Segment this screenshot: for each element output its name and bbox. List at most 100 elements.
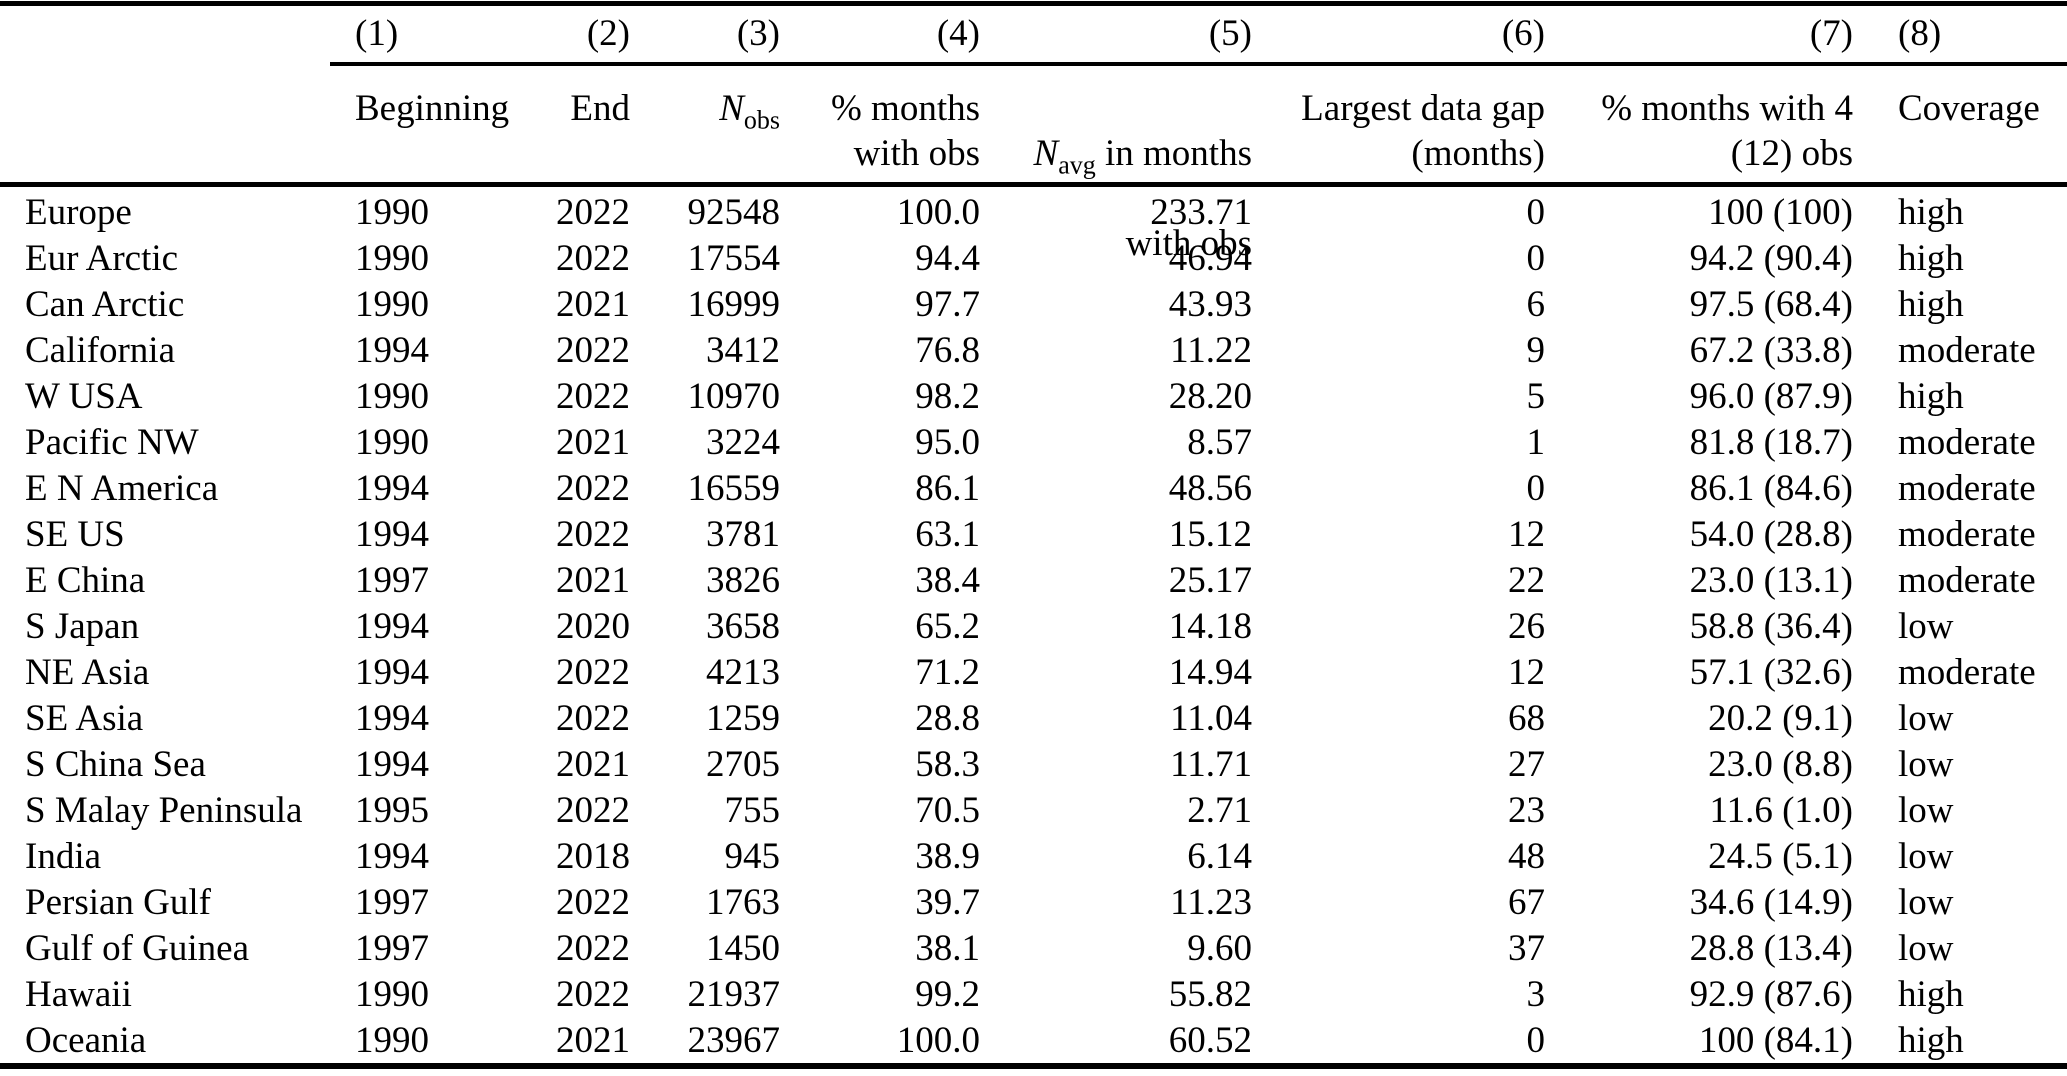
column-number-1: (1) bbox=[355, 13, 399, 54]
n-obs-cell: 3781 bbox=[706, 514, 780, 555]
table-row: S Malay Peninsula 1995 2022 755 70.5 2.7… bbox=[0, 788, 2067, 834]
n-obs-symbol: N bbox=[719, 88, 744, 129]
region-name-cell: S Japan bbox=[25, 606, 140, 647]
beginning-year-cell: 1990 bbox=[355, 1020, 429, 1061]
pct-months-4-cell: 54.0 (28.8) bbox=[1689, 514, 1853, 555]
n-avg-cell: 11.22 bbox=[1170, 330, 1252, 371]
end-year-cell: 2021 bbox=[556, 744, 630, 785]
column-number-row: (1) (2) (3) (4) (5) (6) (7) (8) bbox=[0, 6, 2067, 62]
largest-gap-cell: 12 bbox=[1508, 514, 1545, 555]
beginning-year-cell: 1994 bbox=[355, 606, 429, 647]
n-avg-cell: 43.93 bbox=[1168, 284, 1252, 325]
pct-months-cell: 38.9 bbox=[915, 836, 980, 877]
table-row: E China 1997 2021 3826 38.4 25.17 22 23.… bbox=[0, 558, 2067, 604]
region-name-cell: E N America bbox=[25, 468, 219, 509]
largest-gap-cell: 1 bbox=[1526, 422, 1546, 463]
table-row: E N America 1994 2022 16559 86.1 48.56 0… bbox=[0, 466, 2067, 512]
column-header-end: End bbox=[570, 88, 630, 129]
beginning-year-cell: 1997 bbox=[355, 928, 429, 969]
column-header-largest-gap: Largest data gap (months) bbox=[1301, 88, 1545, 174]
n-obs-cell: 3826 bbox=[706, 560, 780, 601]
beginning-year-cell: 1997 bbox=[355, 882, 429, 923]
pct-months-4-cell: 58.8 (36.4) bbox=[1689, 606, 1853, 647]
coverage-cell: moderate bbox=[1898, 422, 2036, 463]
region-name-cell: E China bbox=[25, 560, 146, 601]
table-row: Europe 1990 2022 92548 100.0 233.71 0 10… bbox=[0, 190, 2067, 236]
n-avg-cell: 46.94 bbox=[1168, 238, 1252, 279]
column-number-spacer bbox=[0, 6, 355, 62]
pct-months-4-cell: 100 (84.1) bbox=[1698, 1020, 1853, 1061]
n-obs-cell: 755 bbox=[724, 790, 781, 831]
column-header-row: Beginning End Nobs % months with obs Nav… bbox=[0, 66, 2067, 264]
coverage-cell: high bbox=[1898, 974, 1964, 1015]
end-year-cell: 2022 bbox=[556, 238, 630, 279]
largest-gap-cell: 5 bbox=[1526, 376, 1546, 417]
coverage-cell: moderate bbox=[1898, 330, 2036, 371]
n-avg-rest: in months bbox=[1095, 133, 1252, 174]
region-name-cell: Gulf of Guinea bbox=[25, 928, 249, 969]
n-obs-cell: 16559 bbox=[687, 468, 781, 509]
region-name-cell: Hawaii bbox=[25, 974, 132, 1015]
coverage-cell: moderate bbox=[1898, 560, 2036, 601]
pct-months-cell: 94.4 bbox=[915, 238, 980, 279]
column-number-7: (7) bbox=[1809, 13, 1853, 54]
region-name-cell: Eur Arctic bbox=[25, 238, 179, 279]
column-number-6: (6) bbox=[1501, 13, 1545, 54]
largest-gap-cell: 9 bbox=[1526, 330, 1546, 371]
end-year-cell: 2022 bbox=[556, 698, 630, 739]
coverage-cell: moderate bbox=[1898, 652, 2036, 693]
beginning-year-cell: 1994 bbox=[355, 514, 429, 555]
pct-months-cell: 76.8 bbox=[915, 330, 980, 371]
column-header-n-obs: Nobs bbox=[630, 86, 780, 311]
pct-months-4-cell: 92.9 (87.6) bbox=[1689, 974, 1853, 1015]
coverage-cell: high bbox=[1898, 284, 1964, 325]
beginning-year-cell: 1990 bbox=[355, 974, 429, 1015]
beginning-year-cell: 1997 bbox=[355, 560, 429, 601]
pct-months-cell: 28.8 bbox=[915, 698, 980, 739]
table-row: SE Asia 1994 2022 1259 28.8 11.04 68 20.… bbox=[0, 696, 2067, 742]
table-mid-rule bbox=[330, 62, 2067, 66]
largest-gap-cell: 6 bbox=[1526, 284, 1546, 325]
beginning-year-cell: 1990 bbox=[355, 284, 429, 325]
pct-months-cell: 95.0 bbox=[915, 422, 980, 463]
pct-months-4-cell: 11.6 (1.0) bbox=[1709, 790, 1853, 831]
n-avg-cell: 11.23 bbox=[1170, 882, 1252, 923]
pct-months-cell: 38.1 bbox=[915, 928, 980, 969]
column-number-5: (5) bbox=[1208, 13, 1252, 54]
end-year-cell: 2022 bbox=[556, 974, 630, 1015]
end-year-cell: 2020 bbox=[556, 606, 630, 647]
n-avg-subscript: avg bbox=[1058, 150, 1096, 180]
n-avg-cell: 2.71 bbox=[1187, 790, 1252, 831]
coverage-cell: high bbox=[1898, 376, 1964, 417]
n-avg-cell: 8.57 bbox=[1187, 422, 1252, 463]
n-avg-cell: 14.94 bbox=[1168, 652, 1252, 693]
largest-gap-cell: 0 bbox=[1526, 1020, 1546, 1061]
end-year-cell: 2022 bbox=[556, 468, 630, 509]
coverage-cell: high bbox=[1898, 192, 1964, 233]
region-name-cell: California bbox=[25, 330, 176, 371]
pct-months-4-cell: 28.8 (13.4) bbox=[1689, 928, 1853, 969]
largest-gap-cell: 3 bbox=[1526, 974, 1546, 1015]
beginning-year-cell: 1990 bbox=[355, 192, 429, 233]
pct-months-4-cell: 57.1 (32.6) bbox=[1689, 652, 1853, 693]
n-obs-cell: 3224 bbox=[706, 422, 780, 463]
column-header-n-avg: Navg in months with obs bbox=[980, 86, 1252, 311]
column-header-pct-months-4: % months with 4 (12) obs bbox=[1601, 88, 1853, 174]
n-obs-subscript: obs bbox=[743, 105, 780, 135]
n-obs-cell: 21937 bbox=[687, 974, 781, 1015]
pct-months-4-cell: 96.0 (87.9) bbox=[1689, 376, 1853, 417]
largest-gap-cell: 68 bbox=[1508, 698, 1545, 739]
pct-months-4-cell: 24.5 (5.1) bbox=[1708, 836, 1853, 877]
coverage-cell: high bbox=[1898, 238, 1964, 279]
column-number-2: (2) bbox=[586, 13, 630, 54]
coverage-cell: low bbox=[1898, 606, 1954, 647]
n-obs-cell: 2705 bbox=[706, 744, 780, 785]
end-year-cell: 2022 bbox=[556, 652, 630, 693]
table-header-rule bbox=[0, 182, 2067, 187]
region-name-cell: S Malay Peninsula bbox=[25, 790, 303, 831]
n-obs-cell: 1450 bbox=[706, 928, 780, 969]
region-name-cell: Oceania bbox=[25, 1020, 147, 1061]
beginning-year-cell: 1990 bbox=[355, 422, 429, 463]
n-avg-cell: 6.14 bbox=[1187, 836, 1252, 877]
pct-months-cell: 97.7 bbox=[915, 284, 980, 325]
